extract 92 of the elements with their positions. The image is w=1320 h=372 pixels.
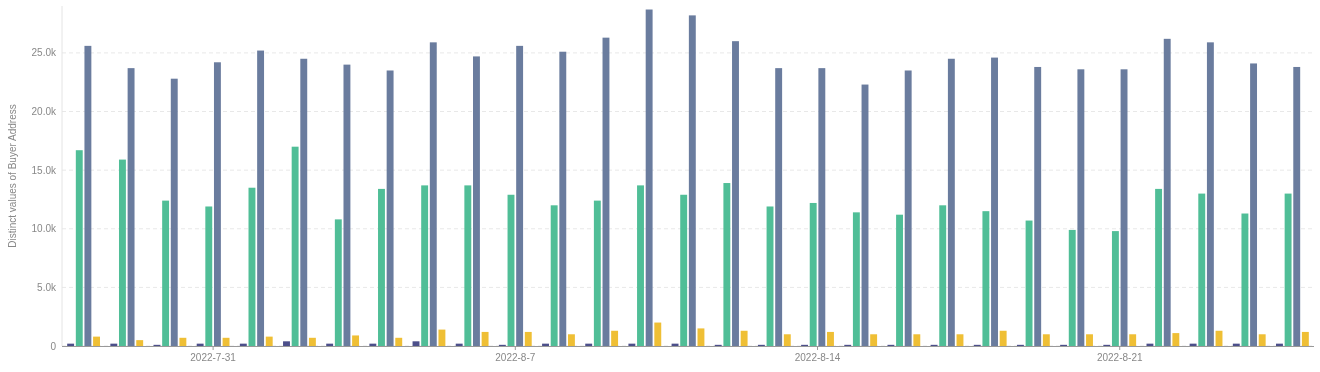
- bar: [1301, 331, 1309, 346]
- bar: [1077, 69, 1085, 346]
- bar: [1198, 193, 1206, 346]
- bar: [550, 205, 558, 346]
- bar: [1163, 38, 1171, 346]
- bar: [1042, 334, 1050, 346]
- x-tick-label: 2022-8-14: [794, 352, 841, 363]
- bar: [438, 329, 446, 346]
- bar: [645, 9, 653, 346]
- bar: [93, 336, 100, 346]
- bar: [352, 335, 360, 346]
- bar: [818, 68, 826, 346]
- bar: [1111, 231, 1119, 346]
- bar: [1086, 334, 1093, 346]
- bar: [1034, 66, 1042, 346]
- bar: [429, 42, 437, 346]
- y-tick-label: 10.0k: [31, 223, 57, 235]
- bar: [723, 183, 731, 346]
- bar: [127, 68, 135, 346]
- bar: [343, 64, 351, 346]
- x-tick-label: 2022-8-21: [1096, 352, 1143, 363]
- bar: [1129, 334, 1137, 346]
- bar: [1284, 193, 1292, 346]
- bar: [162, 200, 170, 346]
- y-tick-label: 0: [50, 340, 57, 352]
- bar: [75, 150, 83, 346]
- bar: [84, 45, 92, 346]
- bar: [991, 57, 998, 346]
- bar: [947, 58, 955, 346]
- bar: [334, 219, 342, 346]
- bar: [481, 331, 489, 346]
- bar: [421, 185, 429, 346]
- bar: [1155, 188, 1163, 346]
- bar: [1068, 229, 1076, 346]
- bar: [257, 50, 265, 346]
- bar: [300, 58, 308, 346]
- bar: [222, 337, 230, 346]
- bar: [213, 62, 221, 346]
- bar: [939, 205, 947, 346]
- bar: [680, 194, 688, 346]
- bar: [896, 214, 903, 346]
- y-tick-label: 25.0k: [31, 47, 57, 59]
- bar: [1172, 333, 1180, 346]
- bar: [809, 202, 817, 346]
- bar: [1293, 66, 1301, 346]
- bar: [308, 337, 316, 346]
- bar: [265, 336, 273, 346]
- bar: [524, 331, 532, 346]
- x-tick-label: 2022-8-7: [495, 352, 536, 363]
- bar: [913, 334, 921, 346]
- bar: [904, 70, 912, 346]
- bar: [291, 146, 299, 346]
- bar: [170, 78, 178, 346]
- bar: [1241, 213, 1249, 346]
- bar: [688, 15, 696, 346]
- bar: [386, 70, 394, 346]
- y-tick-label: 20.0k: [31, 106, 57, 118]
- bar: [654, 322, 662, 346]
- x-tick-label: 2022-7-31: [190, 352, 237, 363]
- bar: [732, 41, 739, 346]
- bar: [179, 337, 187, 346]
- bar: [559, 51, 567, 346]
- bar: [464, 185, 472, 346]
- bar: [740, 330, 748, 346]
- bar: [1206, 42, 1214, 346]
- bar: [118, 159, 126, 346]
- bar: [852, 212, 860, 346]
- bar: [1250, 63, 1258, 346]
- bar: [827, 331, 834, 346]
- y-axis-title: Distinct values of Buyer Address: [7, 104, 18, 248]
- bar: [775, 68, 783, 346]
- bar: [637, 185, 644, 346]
- bar: [395, 337, 403, 346]
- bar: [567, 334, 575, 346]
- bar: [870, 334, 878, 346]
- bar: [516, 45, 524, 346]
- bar: [136, 340, 144, 346]
- bar: [283, 341, 290, 346]
- bar: [378, 188, 385, 346]
- bar: [982, 211, 990, 346]
- bar: [473, 56, 480, 346]
- bar: [593, 200, 601, 346]
- bar: [611, 330, 619, 346]
- y-tick-label: 15.0k: [31, 164, 57, 176]
- bar: [412, 341, 420, 346]
- bar: [697, 328, 705, 346]
- y-tick-label: 5.0k: [37, 281, 57, 293]
- bar: [999, 330, 1007, 346]
- bar: [1025, 220, 1033, 346]
- bar: [783, 334, 791, 346]
- bar: [1258, 334, 1266, 346]
- bar: [205, 206, 213, 346]
